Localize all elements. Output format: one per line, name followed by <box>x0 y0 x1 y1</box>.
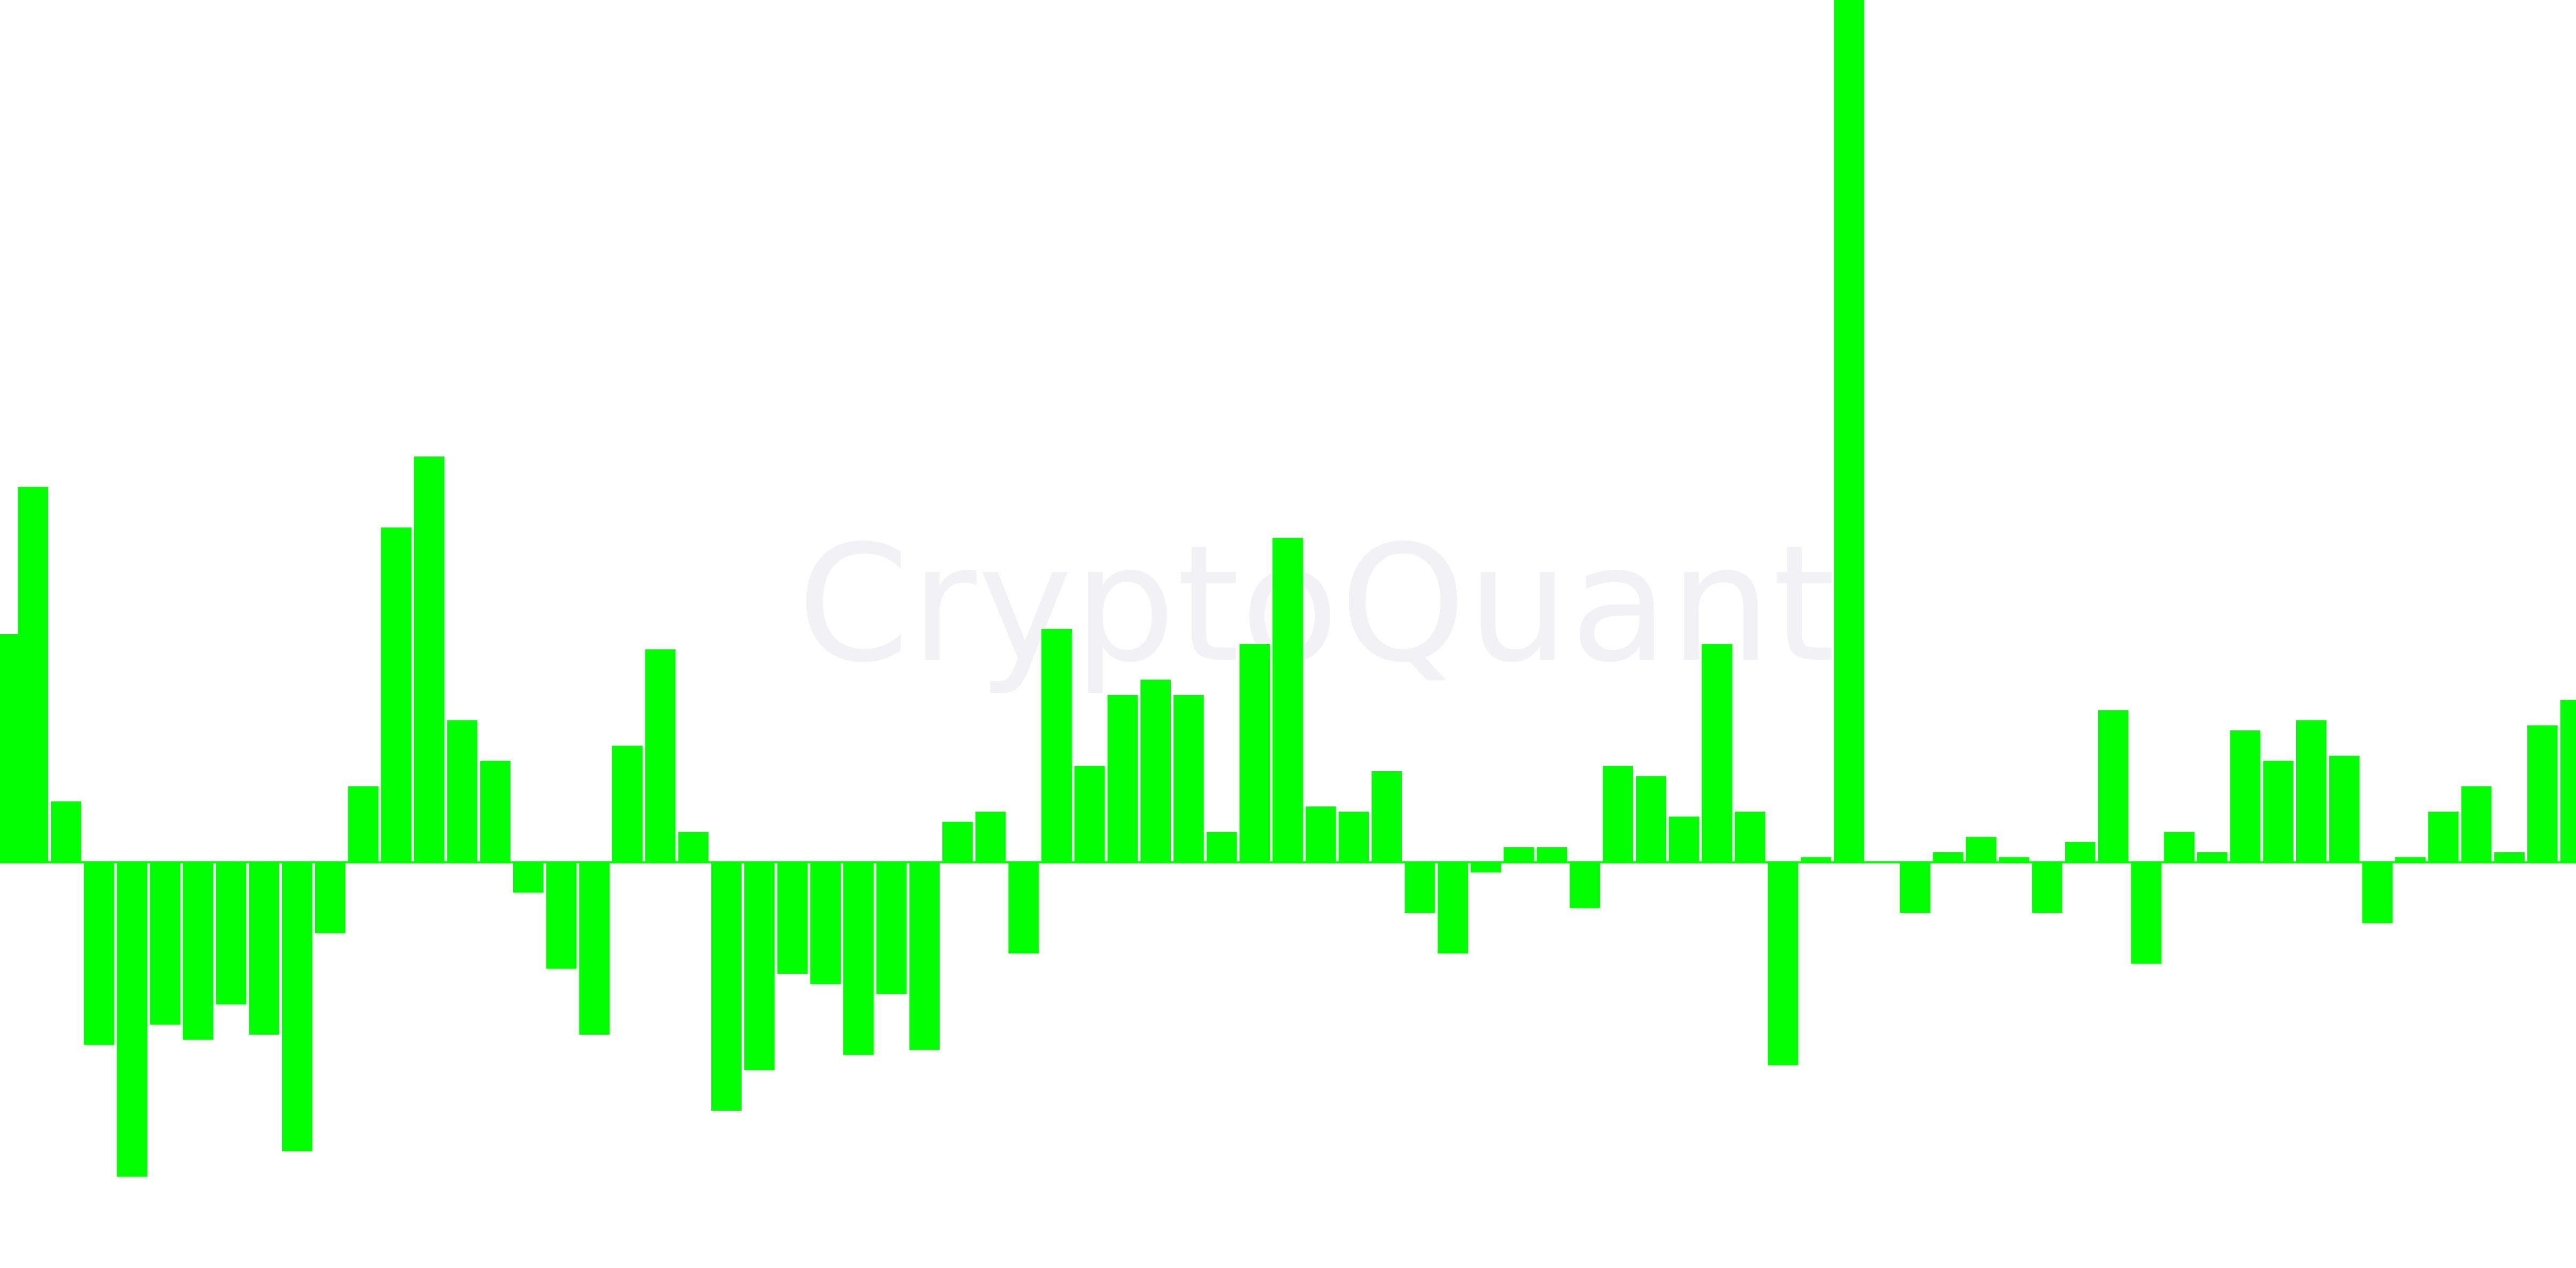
chart-bar-4 <box>117 862 148 1177</box>
chart-bar-1 <box>18 487 49 862</box>
chart-bar-50 <box>1635 776 1666 862</box>
chart-bar-49 <box>1603 766 1633 862</box>
chart-bar-60 <box>1965 837 1996 862</box>
chart-bar-70 <box>2296 720 2327 862</box>
chart-bar-15 <box>480 761 510 862</box>
chart-bar-27 <box>876 862 907 995</box>
chart-bar-74 <box>2428 811 2459 862</box>
chart-bar-7 <box>216 862 247 1005</box>
chart-bar-21 <box>678 831 709 862</box>
chart-bar-11 <box>348 786 379 862</box>
chart-bar-58 <box>1900 862 1931 913</box>
chart-bar-37 <box>1206 831 1237 862</box>
chart-bar-18 <box>579 862 610 1035</box>
chart-bar-39 <box>1272 537 1303 862</box>
chart-bar-24 <box>777 862 808 974</box>
chart-bar-51 <box>1668 816 1699 862</box>
chart-bar-8 <box>249 862 280 1035</box>
chart-bar-6 <box>182 862 214 1040</box>
chart-bar-20 <box>645 649 676 862</box>
chart-bar-16 <box>513 862 544 893</box>
chart-bars <box>0 0 2576 1177</box>
chart-bar-67 <box>2197 852 2228 862</box>
chart-bar-62 <box>2032 862 2063 913</box>
chart-bar-3 <box>83 862 115 1045</box>
chart-bar-45 <box>1470 862 1502 873</box>
chart-bar-44 <box>1437 862 1468 954</box>
chart-bar-13 <box>414 456 445 862</box>
chart-bar-43 <box>1404 862 1435 913</box>
chart-bar-48 <box>1569 862 1601 908</box>
chart-bar-47 <box>1536 847 1567 862</box>
chart-bar-23 <box>744 862 775 1071</box>
chart-bar-53 <box>1734 811 1765 862</box>
chart-bar-73 <box>2395 857 2426 862</box>
chart-bar-33 <box>1074 766 1105 862</box>
chart-bar-46 <box>1504 847 1534 862</box>
chart-bar-2 <box>51 801 81 862</box>
chart-bar-66 <box>2164 831 2194 862</box>
chart-bar-41 <box>1338 811 1369 862</box>
chart-bar-72 <box>2362 862 2393 923</box>
chart-bar-31 <box>1008 862 1039 954</box>
chart-bar-12 <box>381 527 411 862</box>
chart-bar-59 <box>1933 852 1963 862</box>
chart-bar-69 <box>2263 761 2294 862</box>
chart-bar-25 <box>810 862 841 984</box>
chart-bar-10 <box>315 862 346 934</box>
chart-bar-76 <box>2494 852 2525 862</box>
chart-bar-30 <box>975 811 1006 862</box>
chart-bar-9 <box>281 862 313 1151</box>
chart-bar-19 <box>612 745 643 862</box>
chart-bar-17 <box>546 862 577 969</box>
chart-bar-56 <box>1834 0 1864 862</box>
chart-bar-63 <box>2065 842 2095 862</box>
chart-bar-32 <box>1041 629 1072 862</box>
chart-bar-40 <box>1305 806 1336 862</box>
chart-bar-26 <box>843 862 874 1055</box>
chart-bar-52 <box>1702 644 1733 862</box>
chart-bar-5 <box>150 862 180 1025</box>
chart-bar-29 <box>942 821 973 862</box>
chart-bar-77 <box>2527 725 2558 862</box>
chart-bar-34 <box>1107 694 1138 862</box>
chart-bar-61 <box>1999 857 2030 862</box>
chart-bar-14 <box>447 720 478 862</box>
chart-bar-28 <box>909 862 940 1050</box>
chart-bar-36 <box>1173 694 1204 862</box>
chart-bar-64 <box>2098 710 2129 862</box>
chart-bar-54 <box>1767 862 1798 1065</box>
chart-bar-78 <box>2560 700 2576 862</box>
chart-bar-75 <box>2461 786 2492 862</box>
chart-bar-35 <box>1140 679 1171 862</box>
chart-bar-22 <box>711 862 742 1111</box>
chart-bar-65 <box>2131 862 2162 964</box>
chart-bar-42 <box>1371 770 1402 862</box>
chart-bar-68 <box>2230 730 2261 862</box>
chart-bar-71 <box>2329 755 2360 862</box>
chart-bar-55 <box>1801 857 1832 862</box>
chart-bar-38 <box>1239 644 1270 862</box>
